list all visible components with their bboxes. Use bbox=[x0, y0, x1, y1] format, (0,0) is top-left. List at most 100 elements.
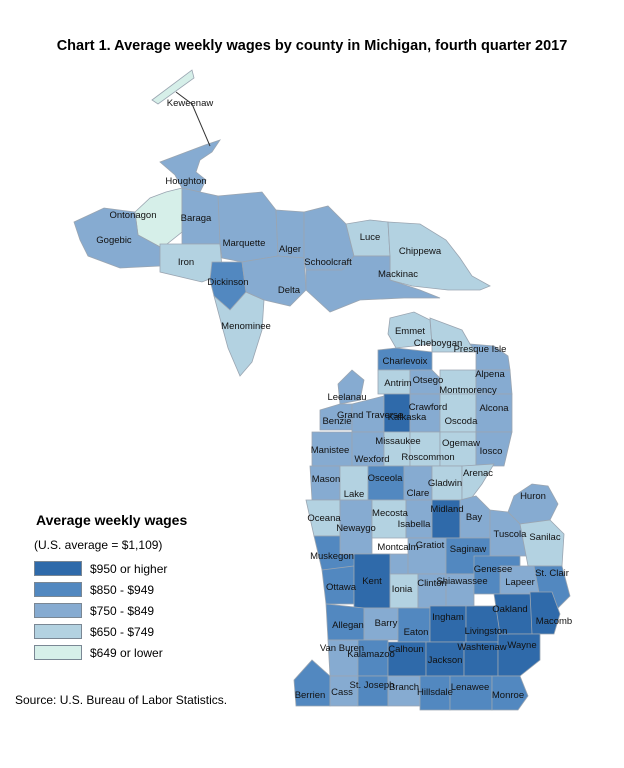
county-label: Kalkaska bbox=[388, 412, 427, 423]
legend-item: $750 - $849 bbox=[34, 600, 187, 621]
county-label: Mecosta bbox=[372, 508, 409, 519]
county-label: St. Joseph bbox=[350, 680, 395, 691]
county-label: Ionia bbox=[392, 584, 413, 595]
legend-item: $650 - $749 bbox=[34, 621, 187, 642]
county-label: Alcona bbox=[479, 403, 509, 414]
legend-item: $950 or higher bbox=[34, 558, 187, 579]
county-label: Calhoun bbox=[388, 644, 423, 655]
county-huron bbox=[507, 483, 559, 525]
county-marquette bbox=[217, 191, 279, 263]
county-label: Missaukee bbox=[375, 436, 420, 447]
county-label: Newaygo bbox=[336, 523, 376, 534]
county-leelanau bbox=[337, 369, 365, 405]
county-label: Hillsdale bbox=[417, 687, 453, 698]
chart-title: Chart 1. Average weekly wages by county … bbox=[56, 38, 568, 54]
legend-label: $649 or lower bbox=[90, 645, 163, 660]
legend-item: $649 or lower bbox=[34, 642, 187, 663]
county-delta bbox=[241, 255, 307, 307]
county-label: Emmet bbox=[395, 326, 425, 337]
county-label: Muskegon bbox=[310, 551, 354, 562]
source-note: Source: U.S. Bureau of Labor Statistics. bbox=[15, 693, 228, 707]
county-label: Shiawassee bbox=[436, 576, 487, 587]
county-mackinac bbox=[305, 255, 441, 313]
county-label: Alpena bbox=[475, 369, 505, 380]
county-wayne bbox=[497, 633, 541, 677]
county-label: Clinton bbox=[417, 578, 447, 589]
legend-swatch bbox=[34, 582, 82, 597]
county-label: Schoolcraft bbox=[304, 257, 352, 268]
county-label: Branch bbox=[389, 682, 419, 693]
county-label: Leelanau bbox=[327, 392, 366, 403]
county-label: Keweenaw bbox=[167, 98, 214, 109]
county-label: Alger bbox=[279, 244, 301, 255]
county-label: Montcalm bbox=[377, 542, 418, 553]
county-label: Ingham bbox=[432, 612, 464, 623]
county-label: Iron bbox=[178, 257, 194, 268]
county-label: Tuscola bbox=[494, 529, 528, 540]
county-houghton bbox=[159, 139, 221, 193]
legend-label: $750 - $849 bbox=[90, 603, 155, 618]
county-label: Houghton bbox=[165, 176, 206, 187]
keweenaw-leader-line bbox=[175, 91, 211, 147]
county-label: Grand Traverse bbox=[337, 410, 403, 421]
county-label: Gratiot bbox=[416, 540, 445, 551]
county-label: Sanilac bbox=[529, 532, 560, 543]
county-label: Mackinac bbox=[378, 269, 418, 280]
county-label: Cheboygan bbox=[414, 338, 463, 349]
county-label: Eaton bbox=[404, 627, 429, 638]
county-label: Arenac bbox=[463, 468, 493, 479]
legend-label: $850 - $949 bbox=[90, 582, 155, 597]
county-label: Chippewa bbox=[399, 246, 442, 257]
county-label: Delta bbox=[278, 285, 301, 296]
county-label: Oceana bbox=[307, 513, 341, 524]
county-label: Washtenaw bbox=[457, 642, 506, 653]
county-label: Mason bbox=[312, 474, 341, 485]
legend-swatch bbox=[34, 645, 82, 660]
county-label: Livingston bbox=[465, 626, 508, 637]
county-label: Isabella bbox=[398, 519, 431, 530]
legend: Average weekly wages (U.S. average = $1,… bbox=[16, 512, 187, 663]
county-label: Manistee bbox=[311, 445, 350, 456]
county-label: Midland bbox=[430, 504, 463, 515]
county-label: Lapeer bbox=[505, 577, 535, 588]
county-label: Wayne bbox=[507, 640, 536, 651]
county-label: Oakland bbox=[492, 604, 527, 615]
county-label: Bay bbox=[466, 512, 483, 523]
county-label: Gladwin bbox=[428, 478, 462, 489]
county-label: Dickinson bbox=[207, 277, 248, 288]
county-label: Saginaw bbox=[450, 544, 487, 555]
county-macomb bbox=[529, 591, 561, 635]
county-label: Osceola bbox=[368, 473, 404, 484]
county-label: Ottawa bbox=[326, 582, 357, 593]
county-label: Jackson bbox=[428, 655, 463, 666]
county-label: Baraga bbox=[181, 213, 212, 224]
county-label: Charlevoix bbox=[383, 356, 428, 367]
legend-swatch bbox=[34, 624, 82, 639]
county-label: Roscommon bbox=[401, 452, 454, 463]
legend-label: $950 or higher bbox=[90, 561, 168, 576]
county-label: St. Clair bbox=[535, 568, 569, 579]
county-label: Allegan bbox=[332, 620, 364, 631]
county-label: Benzie bbox=[322, 416, 351, 427]
county-sanilac bbox=[519, 519, 565, 567]
county-label: Huron bbox=[520, 491, 546, 502]
legend-swatch bbox=[34, 561, 82, 576]
county-label: Ogemaw bbox=[442, 438, 480, 449]
county-label: Gogebic bbox=[96, 235, 132, 246]
county-label: Berrien bbox=[295, 690, 326, 701]
county-label: Cass bbox=[331, 687, 353, 698]
legend-swatch bbox=[34, 603, 82, 618]
county-label: Marquette bbox=[223, 238, 266, 249]
county-label: Monroe bbox=[492, 690, 524, 701]
county-label: Clare bbox=[407, 488, 430, 499]
county-label: Montmorency bbox=[439, 385, 497, 396]
county-label: Menominee bbox=[221, 321, 271, 332]
legend-title: Average weekly wages bbox=[36, 512, 188, 528]
county-label: Ontonagon bbox=[109, 210, 156, 221]
legend-item: $850 - $949 bbox=[34, 579, 187, 600]
county-label: Antrim bbox=[384, 378, 412, 389]
county-label: Presque Isle bbox=[454, 344, 507, 355]
county-label: Wexford bbox=[354, 454, 389, 465]
county-label: Macomb bbox=[536, 616, 572, 627]
